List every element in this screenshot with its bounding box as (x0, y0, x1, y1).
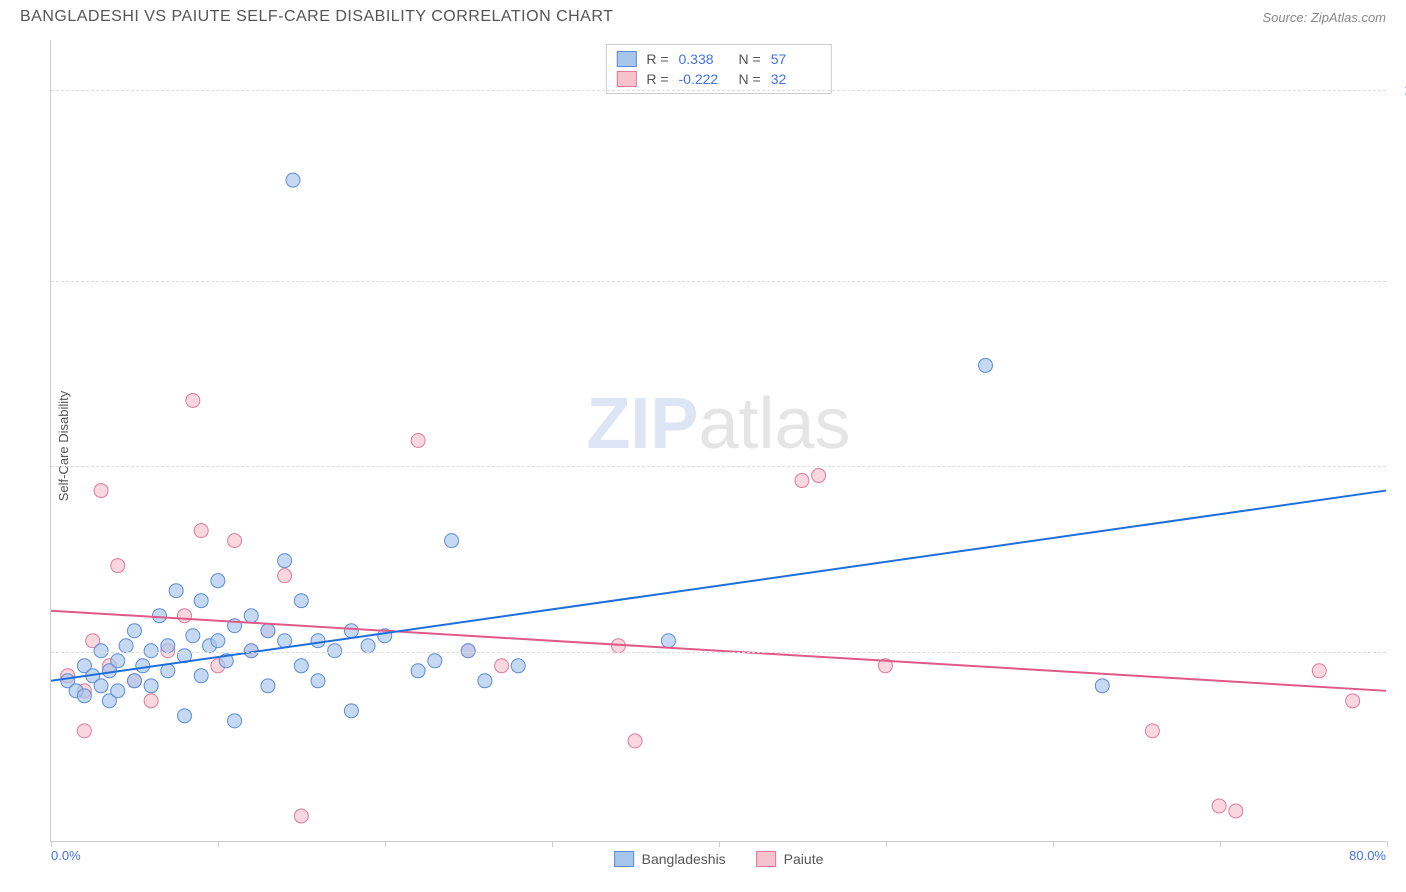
legend-swatch (614, 851, 634, 867)
scatter-point-bangladeshis (178, 709, 192, 723)
scatter-point-bangladeshis (344, 704, 358, 718)
series-legend-item: Bangladeshis (614, 851, 726, 867)
gridline (51, 281, 1386, 282)
scatter-point-bangladeshis (127, 624, 141, 638)
r-value: 0.338 (679, 51, 729, 67)
scatter-point-bangladeshis (286, 173, 300, 187)
scatter-point-paiute (186, 393, 200, 407)
x-axis-end-label: 80.0% (1349, 848, 1386, 863)
gridline (51, 652, 1386, 653)
scatter-point-bangladeshis (445, 534, 459, 548)
stats-legend-row: R = -0.222 N = 32 (616, 69, 820, 89)
scatter-point-bangladeshis (111, 684, 125, 698)
scatter-point-bangladeshis (294, 659, 308, 673)
scatter-point-bangladeshis (661, 634, 675, 648)
x-tick (886, 841, 887, 847)
scatter-point-paiute (194, 524, 208, 538)
n-value: 57 (771, 51, 821, 67)
scatter-point-paiute (495, 659, 509, 673)
x-tick (1387, 841, 1388, 847)
series-legend: Bangladeshis Paiute (614, 851, 824, 867)
scatter-point-bangladeshis (111, 654, 125, 668)
legend-swatch (616, 71, 636, 87)
legend-swatch (616, 51, 636, 67)
x-tick (51, 841, 52, 847)
scatter-point-bangladeshis (311, 634, 325, 648)
series-legend-label: Paiute (784, 851, 824, 867)
n-label: N = (739, 51, 761, 67)
scatter-point-bangladeshis (979, 358, 993, 372)
scatter-point-bangladeshis (136, 659, 150, 673)
scatter-point-paiute (94, 484, 108, 498)
scatter-point-paiute (1346, 694, 1360, 708)
series-legend-label: Bangladeshis (642, 851, 726, 867)
stats-legend: R = 0.338 N = 57 R = -0.222 N = 32 (605, 44, 831, 94)
scatter-point-bangladeshis (278, 554, 292, 568)
scatter-point-paiute (1312, 664, 1326, 678)
chart-plot-area: ZIPatlas R = 0.338 N = 57 R = -0.222 N =… (50, 40, 1386, 842)
x-tick (719, 841, 720, 847)
x-axis-start-label: 0.0% (51, 848, 81, 863)
r-label: R = (646, 71, 668, 87)
scatter-point-paiute (1212, 799, 1226, 813)
legend-swatch (756, 851, 776, 867)
r-value: -0.222 (679, 71, 729, 87)
r-label: R = (646, 51, 668, 67)
scatter-point-bangladeshis (161, 664, 175, 678)
scatter-point-bangladeshis (94, 679, 108, 693)
scatter-point-paiute (111, 559, 125, 573)
scatter-point-bangladeshis (77, 689, 91, 703)
scatter-point-bangladeshis (194, 669, 208, 683)
scatter-point-paiute (278, 569, 292, 583)
scatter-point-bangladeshis (411, 664, 425, 678)
scatter-point-bangladeshis (186, 629, 200, 643)
scatter-point-bangladeshis (428, 654, 442, 668)
scatter-point-paiute (228, 534, 242, 548)
scatter-point-paiute (294, 809, 308, 823)
scatter-point-bangladeshis (1095, 679, 1109, 693)
scatter-point-bangladeshis (244, 609, 258, 623)
scatter-point-bangladeshis (211, 634, 225, 648)
x-tick (552, 841, 553, 847)
n-value: 32 (771, 71, 821, 87)
scatter-plot-svg (51, 40, 1386, 841)
scatter-point-bangladeshis (127, 674, 141, 688)
scatter-point-bangladeshis (478, 674, 492, 688)
scatter-point-bangladeshis (511, 659, 525, 673)
scatter-point-bangladeshis (228, 714, 242, 728)
scatter-point-bangladeshis (278, 634, 292, 648)
scatter-point-bangladeshis (211, 574, 225, 588)
scatter-point-bangladeshis (344, 624, 358, 638)
gridline (51, 466, 1386, 467)
chart-title: BANGLADESHI VS PAIUTE SELF-CARE DISABILI… (20, 8, 613, 26)
scatter-point-paiute (1229, 804, 1243, 818)
scatter-point-bangladeshis (169, 584, 183, 598)
gridline (51, 90, 1386, 91)
scatter-point-bangladeshis (311, 674, 325, 688)
scatter-point-bangladeshis (144, 679, 158, 693)
stats-legend-row: R = 0.338 N = 57 (616, 49, 820, 69)
scatter-point-bangladeshis (152, 609, 166, 623)
scatter-point-paiute (628, 734, 642, 748)
scatter-point-paiute (1145, 724, 1159, 738)
x-tick (1053, 841, 1054, 847)
scatter-point-paiute (144, 694, 158, 708)
scatter-point-bangladeshis (194, 594, 208, 608)
scatter-point-paiute (178, 609, 192, 623)
x-tick (218, 841, 219, 847)
x-tick (1220, 841, 1221, 847)
scatter-point-paiute (812, 469, 826, 483)
scatter-point-bangladeshis (261, 624, 275, 638)
n-label: N = (739, 71, 761, 87)
scatter-point-bangladeshis (294, 594, 308, 608)
scatter-point-paiute (411, 434, 425, 448)
x-tick (385, 841, 386, 847)
source-attribution: Source: ZipAtlas.com (1262, 10, 1386, 25)
scatter-point-bangladeshis (261, 679, 275, 693)
scatter-point-paiute (795, 474, 809, 488)
scatter-point-paiute (77, 724, 91, 738)
series-legend-item: Paiute (756, 851, 824, 867)
